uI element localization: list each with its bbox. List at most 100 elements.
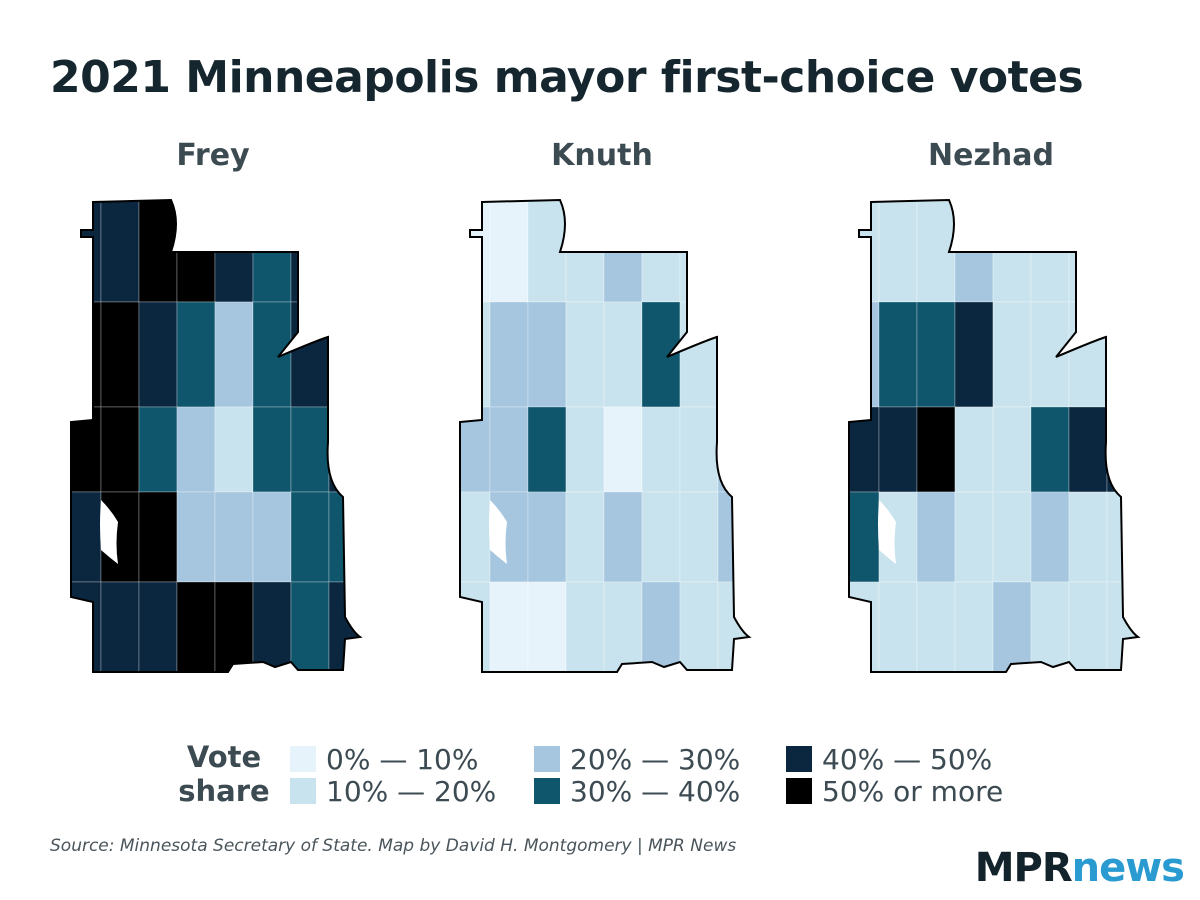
map-frey-cell-38	[290, 581, 330, 672]
map-nezhad-cell-12	[992, 301, 1032, 408]
map-knuth-cell-19	[565, 406, 605, 493]
map-frey-cell-7	[328, 200, 360, 303]
map-nezhad-cell-30	[1068, 491, 1108, 583]
map-frey-cell-10	[138, 301, 178, 408]
legend-title-line2: share	[178, 774, 270, 808]
map-knuth-cell-7	[717, 200, 749, 303]
map-nezhad	[848, 198, 1141, 673]
map-knuth-cell-10	[527, 301, 567, 408]
map-knuth-lake	[489, 500, 507, 564]
map-knuth-cell-28	[603, 491, 643, 583]
map-label-nezhad: Nezhad	[928, 138, 1054, 173]
map-frey-cell-16	[71, 406, 102, 493]
map-knuth-cell-21	[641, 406, 681, 493]
legend-label-20-30: 20% — 30%	[570, 742, 741, 776]
map-knuth-cell-2	[527, 200, 567, 303]
map-knuth-cell-12	[603, 301, 643, 408]
map-nezhad-cell-17	[878, 406, 918, 493]
map-frey-cell-33	[100, 581, 140, 672]
map-knuth-cell-14	[679, 301, 719, 408]
map-nezhad-cell-11	[954, 301, 994, 408]
map-frey-cell-21	[252, 406, 292, 493]
map-knuth-cell-38	[679, 581, 719, 672]
legend-item-10-20: 10% — 20%	[290, 775, 496, 808]
map-knuth-cell-11	[565, 301, 605, 408]
legend-item-50-plus: 50% or more	[786, 774, 1004, 808]
map-frey-cell-8	[71, 301, 102, 408]
legend-label-0-10: 0% — 10%	[326, 742, 479, 776]
map-knuth-cell-29	[641, 491, 681, 583]
map-knuth-cell-18	[527, 406, 567, 493]
map-frey-cell-17	[100, 406, 140, 493]
map-knuth-cell-36	[603, 581, 643, 672]
map-frey-cell-20	[214, 406, 254, 493]
map-knuth-cell-24	[460, 491, 491, 583]
map-knuth-cell-16	[460, 406, 491, 493]
map-frey-cell-11	[176, 301, 216, 408]
map-frey-cell-5	[252, 200, 292, 303]
map-knuth-cell-34	[527, 581, 567, 672]
map-nezhad-cell-19	[954, 406, 994, 493]
map-frey	[70, 198, 363, 673]
map-knuth-cell-8	[460, 301, 491, 408]
map-nezhad-cell-31	[1106, 491, 1138, 583]
map-knuth-cell-20	[603, 406, 643, 493]
map-frey-cell-4	[214, 200, 254, 303]
map-nezhad-cell-3	[954, 200, 994, 303]
map-knuth-cell-5	[641, 200, 681, 303]
map-nezhad-cell-0	[849, 200, 880, 303]
map-knuth-cell-26	[527, 491, 567, 583]
map-frey-cell-28	[214, 491, 254, 583]
map-nezhad-cell-16	[849, 406, 880, 493]
map-frey-city-border	[70, 198, 363, 673]
logo-part-news: news	[1071, 845, 1185, 891]
map-nezhad-cell-26	[916, 491, 956, 583]
map-frey-cell-35	[176, 581, 216, 672]
map-label-frey: Frey	[176, 138, 250, 173]
map-knuth-cell-1	[489, 200, 529, 303]
map-nezhad-city-border	[848, 198, 1141, 673]
map-frey-cell-19	[176, 406, 216, 493]
map-frey-cell-15	[328, 301, 360, 408]
page-title: 2021 Minneapolis mayor first-choice vote…	[50, 52, 1084, 103]
map-nezhad-cell-38	[1068, 581, 1108, 672]
map-frey-lake	[100, 500, 118, 564]
map-knuth-cell-15	[717, 301, 749, 408]
map-nezhad-cell-33	[878, 581, 918, 672]
map-frey-cell-27	[176, 491, 216, 583]
legend-label-30-40: 30% — 40%	[570, 774, 741, 808]
map-knuth-cell-31	[717, 491, 749, 583]
legend-item-20-30: 20% — 30%	[534, 742, 741, 776]
map-nezhad-cell-21	[1030, 406, 1070, 493]
map-label-knuth: Knuth	[551, 138, 653, 173]
map-frey-cell-36	[214, 581, 254, 672]
legend-label-50-plus: 50% or more	[822, 774, 1004, 808]
map-nezhad-cell-29	[1030, 491, 1070, 583]
legend-swatch-10-20	[290, 778, 316, 804]
legend-title-line1: Vote	[186, 740, 262, 774]
map-frey-cell-9	[100, 301, 140, 408]
map-nezhad-cell-9	[878, 301, 918, 408]
map-nezhad-cell-2	[916, 200, 956, 303]
map-knuth-cell-3	[565, 200, 605, 303]
legend-item-30-40: 30% — 40%	[534, 774, 741, 808]
map-knuth-cell-27	[565, 491, 605, 583]
map-nezhad-cell-8	[849, 301, 880, 408]
map-frey-cell-30	[290, 491, 330, 583]
legend-item-0-10: 0% — 10%	[290, 742, 479, 776]
map-nezhad-cell-34	[916, 581, 956, 672]
legend-title: Vote share	[176, 740, 272, 808]
map-frey-cell-26	[138, 491, 178, 583]
map-knuth-city-border	[459, 198, 752, 673]
mpr-news-logo: MPRnews	[975, 845, 1185, 891]
map-nezhad-cell-4	[992, 200, 1032, 303]
map-nezhad-cell-20	[992, 406, 1032, 493]
map-knuth-cell-37	[641, 581, 681, 672]
map-frey-cell-31	[328, 491, 360, 583]
legend-swatch-20-30	[534, 746, 560, 772]
map-frey-cell-23	[328, 406, 360, 493]
map-frey-cell-1	[100, 200, 140, 303]
map-frey-cell-0	[71, 200, 102, 303]
legend-swatch-40-50	[786, 746, 812, 772]
map-nezhad-cell-37	[1030, 581, 1070, 672]
